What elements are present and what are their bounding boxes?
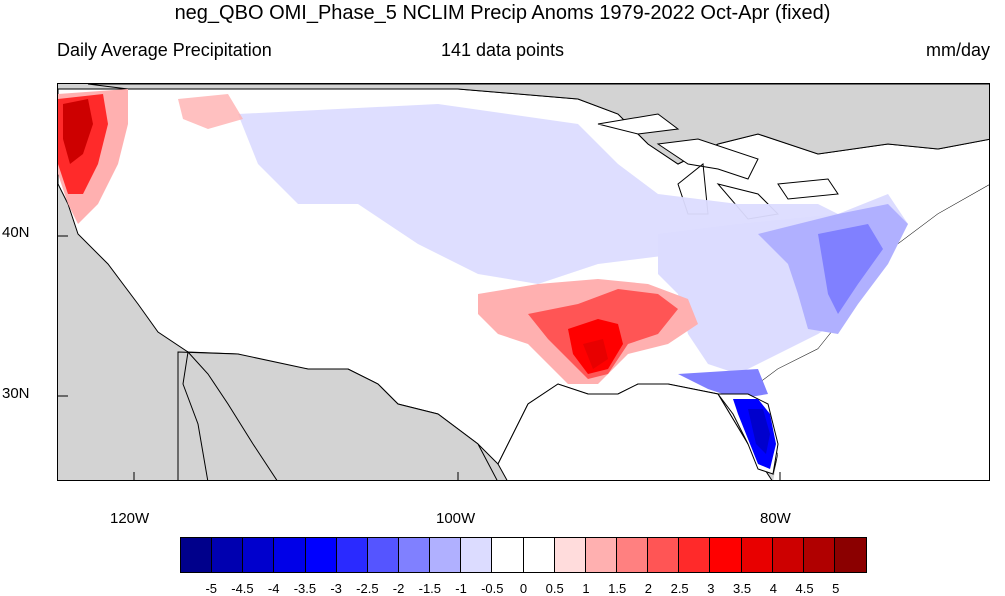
anomaly-florida-deep	[748, 409, 770, 454]
baja-land	[182, 350, 278, 480]
colorbar-box	[554, 538, 586, 572]
canada-land	[87, 84, 989, 165]
colorbar-box	[243, 538, 275, 572]
colorbar-box	[834, 538, 867, 572]
colorbar-box	[274, 538, 306, 572]
colorbar-tick-label: 1.5	[608, 581, 627, 596]
colorbar-box	[430, 538, 462, 572]
precip-map	[57, 83, 990, 481]
colorbar-box	[523, 538, 555, 572]
colorbar-box	[181, 538, 213, 572]
colorbar-box	[461, 538, 493, 572]
colorbar-tick-label: -4.5	[231, 581, 254, 596]
lon-label-80w: 80W	[760, 510, 791, 527]
colorbar-box	[336, 538, 368, 572]
colorbar-box	[648, 538, 680, 572]
atlantic-water	[748, 185, 989, 480]
map-canvas	[58, 84, 989, 480]
colorbar-tick-label: -2	[392, 581, 405, 596]
lat-label-40n: 40N	[2, 224, 30, 241]
colorbar-box	[585, 538, 617, 572]
colorbar-box	[305, 538, 337, 572]
colorbar	[180, 537, 867, 573]
units-label: mm/day	[925, 40, 990, 60]
data-points-label: 141 data points	[440, 40, 565, 60]
colorbar-tick-label: -3	[330, 581, 342, 596]
colorbar-tick-label: -4	[267, 581, 280, 596]
map-title: neg_QBO OMI_Phase_5 NCLIM Precip Anoms 1…	[174, 2, 831, 24]
lat-label-30n: 30N	[2, 385, 30, 402]
anomaly-mid-blue-east	[818, 224, 883, 314]
colorbar-tick-label: 3	[707, 581, 715, 596]
anomaly-blue-southeast	[678, 369, 768, 399]
lon-label-100w: 100W	[436, 510, 476, 527]
colorbar-box	[710, 538, 742, 572]
lon-label-120w: 120W	[110, 510, 150, 527]
anomaly-idaho-pink	[178, 94, 243, 129]
map-ticks	[58, 235, 781, 480]
colorbar-box	[616, 538, 649, 572]
colorbar-box	[772, 538, 804, 572]
colorbar-box	[367, 538, 399, 572]
colorbar-tick-label: 0.5	[545, 581, 564, 596]
colorbar-tick-label: 2.5	[670, 581, 689, 596]
colorbar-tick-label: -5	[205, 581, 217, 596]
colorbar-tick-label: -1	[455, 581, 467, 596]
colorbar-box	[741, 538, 773, 572]
colorbar-box	[492, 538, 524, 572]
colorbar-box	[398, 538, 431, 572]
colorbar-tick-label: -1.5	[418, 581, 442, 596]
colorbar-tick-label: -3.5	[293, 581, 317, 596]
colorbar-tick-label: 2	[644, 581, 653, 596]
anomaly-darkest-red-south	[583, 339, 608, 369]
colorbar-box	[212, 538, 244, 572]
colorbar-box	[679, 538, 711, 572]
colorbar-tick-label: 4.5	[795, 581, 814, 596]
gulf-water	[497, 383, 773, 480]
colorbar-box	[803, 538, 835, 572]
colorbar-tick-label: 4	[769, 581, 777, 596]
colorbar-tick-label: 3.5	[733, 581, 752, 596]
colorbar-tick-label: 1	[582, 581, 590, 596]
colorbar-tick-label: 5	[832, 581, 840, 596]
colorbar-tick-label: -0.5	[481, 581, 504, 596]
variable-label: Daily Average Precipitation	[57, 40, 272, 60]
colorbar-tick-label: -2.5	[356, 581, 379, 596]
colorbar-tick-label: 0	[519, 581, 528, 596]
mexico-land	[177, 351, 498, 480]
anomaly-pnw-deep-red	[63, 99, 93, 164]
